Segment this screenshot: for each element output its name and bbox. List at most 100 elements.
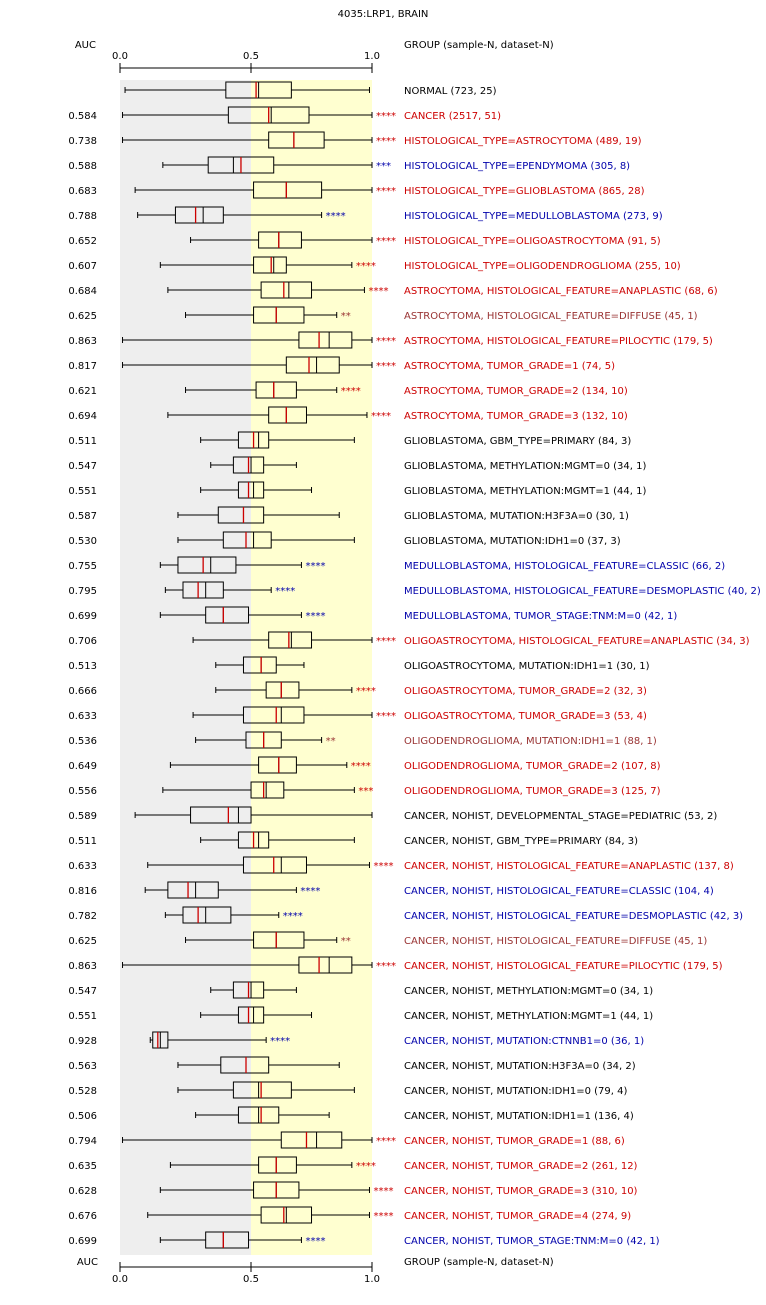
box-row: 0.676 **** CANCER, NOHIST, TUMOR_GRADE=4 (… bbox=[68, 1206, 631, 1224]
group-label: CANCER, NOHIST, HISTOLOGICAL_FEATURE=DES… bbox=[404, 911, 743, 922]
group-label: CANCER, NOHIST, DEVELOPMENTAL_STAGE=PEDI… bbox=[404, 811, 717, 822]
significance-marker: **** bbox=[376, 186, 396, 197]
auc-value: 0.633 bbox=[68, 861, 97, 872]
auc-value: 0.683 bbox=[68, 186, 97, 197]
iqr-box bbox=[217, 506, 265, 524]
auc-value: 0.513 bbox=[68, 661, 97, 672]
significance-marker: **** bbox=[305, 1236, 325, 1247]
group-label: HISTOLOGICAL_TYPE=GLIOBLASTOMA (865, 28) bbox=[404, 186, 645, 197]
box-row: 0.628 **** CANCER, NOHIST, TUMOR_GRADE=3 (… bbox=[68, 1181, 638, 1199]
box-row: 0.530 GLIOBLASTOMA, MUTATION:IDH1=0 (37, … bbox=[68, 531, 621, 549]
iqr-box bbox=[250, 781, 285, 799]
box-row: 0.633 **** OLIGOASTROCYTOMA, TUMOR_GRADE=3… bbox=[68, 706, 647, 724]
auc-value: 0.694 bbox=[68, 411, 97, 422]
box-row: NORMAL (723, 25) bbox=[124, 81, 497, 99]
group-header: GROUP (sample-N, dataset-N) bbox=[404, 40, 554, 51]
box-row: 0.547 CANCER, NOHIST, METHYLATION:MGMT=0 … bbox=[68, 981, 653, 999]
group-footer: GROUP (sample-N, dataset-N) bbox=[404, 1257, 554, 1268]
box-row: 0.694 **** ASTROCYTOMA, TUMOR_GRADE=3 (132… bbox=[68, 406, 628, 424]
auc-value: 0.706 bbox=[68, 636, 97, 647]
auc-value: 0.588 bbox=[68, 161, 97, 172]
group-label: CANCER, NOHIST, METHYLATION:MGMT=1 (44, … bbox=[404, 1011, 653, 1022]
significance-marker: **** bbox=[305, 561, 325, 572]
box-row: 0.635 **** CANCER, NOHIST, TUMOR_GRADE=2 (… bbox=[68, 1156, 638, 1174]
box-row: 0.699 **** CANCER, NOHIST, TUMOR_STAGE:TNM… bbox=[68, 1231, 660, 1249]
auc-value: 0.738 bbox=[68, 136, 97, 147]
group-label: GLIOBLASTOMA, METHYLATION:MGMT=1 (44, 1) bbox=[404, 486, 647, 497]
group-label: ASTROCYTOMA, HISTOLOGICAL_FEATURE=ANAPLA… bbox=[404, 286, 718, 297]
significance-marker: **** bbox=[283, 911, 303, 922]
iqr-box bbox=[182, 581, 224, 599]
auc-value: 0.625 bbox=[68, 311, 97, 322]
iqr-box bbox=[268, 406, 307, 424]
auc-value: 0.649 bbox=[68, 761, 97, 772]
auc-value: 0.563 bbox=[68, 1061, 97, 1072]
box-row: 0.817 **** ASTROCYTOMA, TUMOR_GRADE=1 (74,… bbox=[68, 356, 615, 374]
box-row: 0.738 **** HISTOLOGICAL_TYPE=ASTROCYTOMA (… bbox=[68, 131, 642, 149]
group-label: CANCER, NOHIST, HISTOLOGICAL_FEATURE=CLA… bbox=[404, 886, 714, 897]
significance-marker: **** bbox=[376, 711, 396, 722]
group-label: CANCER, NOHIST, TUMOR_GRADE=2 (261, 12) bbox=[404, 1161, 638, 1172]
group-label: CANCER, NOHIST, MUTATION:IDH1=0 (79, 4) bbox=[404, 1086, 627, 1097]
group-label: GLIOBLASTOMA, METHYLATION:MGMT=0 (34, 1) bbox=[404, 461, 647, 472]
auc-value: 0.666 bbox=[68, 686, 97, 697]
significance-marker: **** bbox=[326, 211, 346, 222]
box-rows: NORMAL (723, 25)0.584 **** CANCER (2517, 5… bbox=[68, 81, 761, 1249]
group-label: CANCER, NOHIST, GBM_TYPE=PRIMARY (84, 3) bbox=[404, 836, 638, 847]
iqr-box bbox=[242, 706, 305, 724]
box-row: 0.536 ** OLIGODENDROGLIOMA, MUTATION:IDH1=… bbox=[68, 731, 657, 749]
box-row: 0.625 ** ASTROCYTOMA, HISTOLOGICAL_FEATURE… bbox=[68, 306, 698, 324]
auc-value: 0.607 bbox=[68, 261, 97, 272]
auc-value: 0.556 bbox=[68, 786, 97, 797]
group-label: MEDULLOBLASTOMA, TUMOR_STAGE:TNM:M=0 (42… bbox=[404, 611, 677, 622]
auc-value: 0.794 bbox=[68, 1136, 97, 1147]
iqr-box bbox=[205, 606, 250, 624]
auc-value: 0.628 bbox=[68, 1186, 97, 1197]
shade-low bbox=[120, 80, 251, 1255]
iqr-box bbox=[255, 381, 297, 399]
iqr-box bbox=[258, 1156, 297, 1174]
box-row: 0.794 **** CANCER, NOHIST, TUMOR_GRADE=1 (… bbox=[68, 1131, 625, 1149]
box-row: 0.621 **** ASTROCYTOMA, TUMOR_GRADE=2 (134… bbox=[68, 381, 628, 399]
top-tick-label-0: 0.0 bbox=[112, 51, 128, 62]
group-label: MEDULLOBLASTOMA, HISTOLOGICAL_FEATURE=DE… bbox=[404, 586, 761, 597]
auc-value: 0.928 bbox=[68, 1036, 97, 1047]
box-row: 0.816 **** CANCER, NOHIST, HISTOLOGICAL_FE… bbox=[68, 881, 714, 899]
iqr-box bbox=[253, 256, 287, 274]
iqr-box bbox=[237, 481, 265, 499]
box-row: 0.563 CANCER, NOHIST, MUTATION:H3F3A=0 (3… bbox=[68, 1056, 636, 1074]
shade-high bbox=[251, 80, 372, 1255]
significance-marker: ** bbox=[341, 936, 351, 947]
auc-footer: AUC bbox=[77, 1257, 98, 1268]
auc-header: AUC bbox=[75, 40, 96, 51]
group-label: CANCER, NOHIST, HISTOLOGICAL_FEATURE=DIF… bbox=[404, 936, 707, 947]
group-label: CANCER, NOHIST, TUMOR_GRADE=3 (310, 10) bbox=[404, 1186, 638, 1197]
group-label: CANCER, NOHIST, HISTOLOGICAL_FEATURE=PIL… bbox=[404, 961, 723, 972]
iqr-box bbox=[258, 231, 302, 249]
significance-marker: **** bbox=[300, 886, 320, 897]
auc-value: 0.589 bbox=[68, 811, 97, 822]
group-label: ASTROCYTOMA, TUMOR_GRADE=2 (134, 10) bbox=[404, 386, 628, 397]
group-label: CANCER, NOHIST, TUMOR_STAGE:TNM:M=0 (42,… bbox=[404, 1236, 660, 1247]
group-label: NORMAL (723, 25) bbox=[404, 86, 497, 97]
significance-marker: **** bbox=[376, 361, 396, 372]
box-row: 0.607 **** HISTOLOGICAL_TYPE=OLIGODENDROGL… bbox=[68, 256, 681, 274]
iqr-box bbox=[190, 806, 252, 824]
auc-value: 0.676 bbox=[68, 1211, 97, 1222]
iqr-box bbox=[298, 331, 353, 349]
group-label: HISTOLOGICAL_TYPE=EPENDYMOMA (305, 8) bbox=[404, 161, 630, 172]
iqr-box bbox=[222, 531, 272, 549]
auc-value: 0.506 bbox=[68, 1111, 97, 1122]
iqr-box bbox=[205, 1231, 250, 1249]
auc-value: 0.551 bbox=[68, 1011, 97, 1022]
significance-marker: ** bbox=[326, 736, 336, 747]
significance-marker: **** bbox=[376, 336, 396, 347]
iqr-box bbox=[268, 131, 325, 149]
box-row: 0.511 CANCER, NOHIST, GBM_TYPE=PRIMARY (8… bbox=[68, 831, 638, 849]
box-row: 0.795 **** MEDULLOBLASTOMA, HISTOLOGICAL_F… bbox=[68, 581, 761, 599]
iqr-box bbox=[258, 756, 297, 774]
group-label: GLIOBLASTOMA, MUTATION:H3F3A=0 (30, 1) bbox=[404, 511, 629, 522]
group-label: CANCER (2517, 51) bbox=[404, 111, 501, 122]
significance-marker: **** bbox=[371, 411, 391, 422]
